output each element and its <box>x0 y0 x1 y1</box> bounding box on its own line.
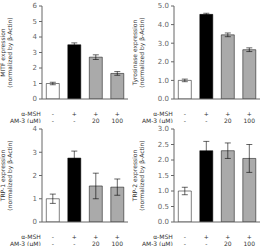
svg-text:0.5: 0.5 <box>158 203 169 211</box>
svg-text:--: -- <box>184 110 186 123</box>
svg-text:4: 4 <box>33 125 38 133</box>
svg-text:6: 6 <box>33 2 38 10</box>
svg-text:3.0: 3.0 <box>158 40 169 48</box>
svg-text:1: 1 <box>33 195 37 203</box>
html-text:MITF expression: MITF expression <box>0 28 6 77</box>
svg-text:1.0: 1.0 <box>158 187 169 195</box>
svg-text:0: 0 <box>33 95 37 103</box>
svg-text:α-MSHAM-3 (μM): α-MSHAM-3 (μM) <box>10 233 41 246</box>
svg-text:--: -- <box>52 110 54 123</box>
svg-text:+100: +100 <box>112 233 124 246</box>
svg-text:1.5: 1.5 <box>158 172 169 180</box>
svg-text:5: 5 <box>33 18 37 26</box>
svg-text:5.0: 5.0 <box>158 2 169 10</box>
svg-text:2.0: 2.0 <box>158 156 169 164</box>
svg-text:MITF expression(normalized by: MITF expression(normalized by β-Actin) <box>8 17 14 87</box>
svg-text:3: 3 <box>33 149 37 157</box>
svg-text:1.0: 1.0 <box>158 77 169 85</box>
svg-text:+20: +20 <box>224 110 232 123</box>
svg-text:--: -- <box>52 233 54 246</box>
svg-text:+20: +20 <box>224 233 232 246</box>
svg-text:+20: +20 <box>92 110 100 123</box>
svg-text:2.0: 2.0 <box>158 58 169 66</box>
svg-text:2: 2 <box>33 64 37 72</box>
svg-text:0: 0 <box>33 218 37 226</box>
svg-text:+-: +- <box>204 233 209 246</box>
svg-text:α-MSHAM-3 (μM): α-MSHAM-3 (μM) <box>142 110 173 123</box>
svg-text:0.0: 0.0 <box>158 95 169 103</box>
svg-text:1: 1 <box>33 80 37 88</box>
svg-text:TRP-2 expression(normalized by: TRP-2 expression(normalized by β-Actin) <box>132 140 146 210</box>
svg-text:0.0: 0.0 <box>158 218 169 226</box>
svg-text:4: 4 <box>33 33 38 41</box>
svg-text:α-MSHAM-3 (μM): α-MSHAM-3 (μM) <box>10 110 41 123</box>
svg-text:+100: +100 <box>112 110 124 123</box>
svg-text:+100: +100 <box>244 110 256 123</box>
svg-text:+-: +- <box>204 110 209 123</box>
svg-text:TRP-1 expression(normalized by: TRP-1 expression(normalized by β-Actin) <box>8 140 14 210</box>
svg-text:α-MSHAM-3 (μM): α-MSHAM-3 (μM) <box>142 233 173 246</box>
svg-text:4.0: 4.0 <box>158 21 169 29</box>
svg-text:+-: +- <box>72 233 77 246</box>
svg-text:2.5: 2.5 <box>158 141 169 149</box>
svg-text:3.0: 3.0 <box>158 125 169 133</box>
svg-text:+100: +100 <box>244 233 256 246</box>
svg-text:--: -- <box>184 233 186 246</box>
svg-text:+-: +- <box>72 110 77 123</box>
svg-text:+20: +20 <box>92 233 100 246</box>
svg-text:2: 2 <box>33 172 37 180</box>
svg-text:3: 3 <box>33 49 37 57</box>
html-text:TRP-1 expression: TRP-1 expression <box>0 149 6 202</box>
svg-text:Tyrosinase expression(normaliz: Tyrosinase expression(normalized by β-Ac… <box>132 17 146 87</box>
